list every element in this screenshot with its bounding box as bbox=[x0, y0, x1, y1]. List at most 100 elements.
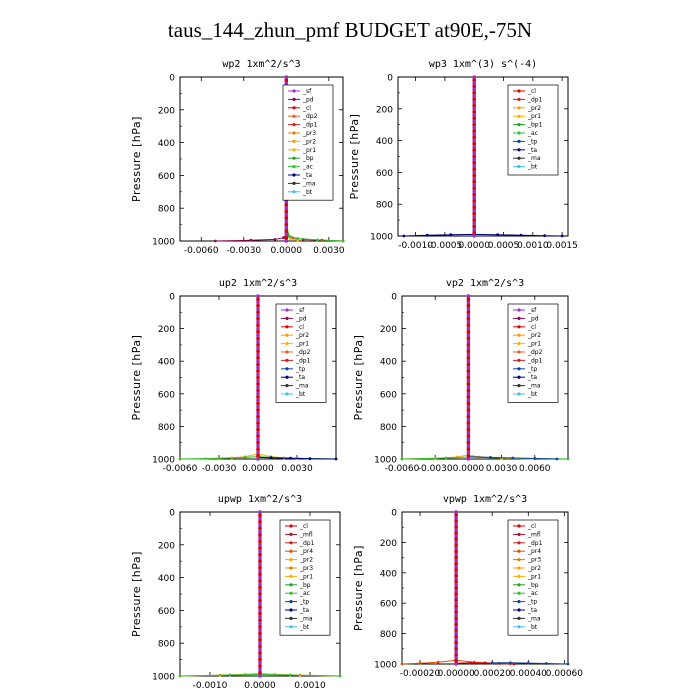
profile-marker bbox=[466, 362, 471, 367]
profile-marker bbox=[256, 330, 260, 334]
y-tick-label: 200 bbox=[158, 541, 175, 551]
profile-marker bbox=[454, 531, 458, 536]
legend-label: _mfl bbox=[299, 531, 313, 538]
x-tick-label: -0.0060 bbox=[184, 246, 219, 256]
y-tick-label: 200 bbox=[380, 325, 397, 335]
series-line-ta bbox=[403, 233, 563, 237]
profile-marker bbox=[258, 621, 262, 626]
y-tick-label: 600 bbox=[158, 172, 175, 182]
data-point-ac bbox=[444, 456, 448, 460]
profile-marker bbox=[454, 525, 458, 529]
profile-marker bbox=[256, 362, 260, 367]
profile-marker bbox=[256, 356, 260, 360]
profile-marker bbox=[472, 145, 477, 149]
profile-marker bbox=[472, 202, 477, 206]
profile-marker bbox=[256, 388, 260, 393]
profile-marker bbox=[258, 526, 262, 531]
data-point-cl bbox=[483, 661, 487, 665]
profile-marker bbox=[454, 662, 458, 666]
data-point-ta bbox=[425, 233, 429, 237]
profile-marker bbox=[258, 572, 262, 577]
legend-label: _dp2 bbox=[527, 349, 543, 356]
profile-marker bbox=[258, 670, 262, 675]
profile-marker bbox=[466, 408, 471, 412]
profile-marker bbox=[258, 523, 262, 527]
legend-label: _ac bbox=[299, 590, 310, 597]
profile-marker bbox=[258, 533, 262, 537]
y-tick-label: 1000 bbox=[374, 661, 397, 671]
legend: _cl_mfl_dp1_pr4_pr2_pr3_pr1_bp_ac_tp_ta_… bbox=[279, 519, 331, 636]
data-point-pr4 bbox=[436, 660, 440, 664]
profile-marker bbox=[472, 113, 477, 117]
profile-marker bbox=[284, 239, 289, 243]
y-tick-label: 0 bbox=[391, 509, 397, 519]
profile-marker bbox=[284, 212, 289, 217]
profile-marker bbox=[284, 232, 289, 237]
profile-marker bbox=[466, 375, 471, 380]
profile-marker bbox=[472, 205, 477, 210]
profile-marker bbox=[472, 84, 477, 89]
data-point-ac bbox=[400, 457, 404, 461]
profile-marker bbox=[256, 434, 260, 438]
profile-marker bbox=[454, 586, 458, 590]
profile-marker bbox=[256, 450, 260, 455]
profile-marker bbox=[256, 372, 260, 377]
profile-marker bbox=[454, 650, 458, 654]
profile-marker bbox=[258, 598, 262, 603]
chart-panel-6: vpwp 1xm^2/s^3 Pressure [hPa] 0 200 400 600 80… bbox=[352, 494, 583, 679]
y-tick-label: 1000 bbox=[374, 456, 397, 466]
legend-marker bbox=[517, 583, 521, 587]
profile-marker bbox=[466, 440, 471, 445]
profile-marker bbox=[454, 552, 458, 557]
data-point-ta bbox=[543, 234, 546, 238]
profile-marker bbox=[466, 385, 471, 390]
profile-marker bbox=[284, 81, 289, 86]
data-point-ta bbox=[496, 233, 500, 237]
profile-marker bbox=[256, 418, 260, 422]
legend-marker bbox=[285, 350, 289, 354]
profile-marker bbox=[454, 616, 458, 621]
legend-marker bbox=[289, 524, 293, 528]
data-point-ac bbox=[178, 674, 182, 678]
data-point-tp bbox=[544, 662, 548, 665]
profile-marker bbox=[454, 592, 458, 596]
profile-marker bbox=[472, 211, 477, 216]
legend-marker bbox=[517, 566, 521, 570]
legend-marker bbox=[289, 608, 293, 612]
profile-marker bbox=[466, 414, 471, 419]
legend-marker bbox=[289, 591, 293, 595]
profile-marker bbox=[284, 222, 289, 227]
profile-marker bbox=[466, 457, 471, 461]
profile-marker bbox=[258, 651, 262, 655]
profile-marker bbox=[472, 192, 477, 197]
profile-marker bbox=[472, 227, 477, 232]
profile-marker bbox=[466, 395, 471, 399]
profile-marker bbox=[284, 75, 289, 79]
profile-marker bbox=[472, 208, 477, 213]
profile-marker bbox=[454, 656, 458, 660]
y-tick-label: 0 bbox=[169, 293, 175, 303]
x-tick-label: 0.0000 bbox=[458, 241, 490, 251]
profile-marker bbox=[454, 643, 458, 648]
data-point-tp bbox=[566, 662, 570, 666]
profile-marker bbox=[466, 427, 471, 432]
y-tick-label: 0 bbox=[391, 293, 397, 303]
profile-marker bbox=[454, 549, 458, 554]
legend-marker bbox=[517, 333, 521, 337]
y-tick-label: 600 bbox=[376, 169, 393, 179]
legend-label: _ma bbox=[299, 615, 313, 622]
legend-label: _ma bbox=[527, 615, 541, 622]
profile-marker bbox=[472, 161, 477, 165]
profile-marker bbox=[258, 644, 262, 649]
legend-marker bbox=[517, 541, 521, 545]
legend: _cl_dp1 _pr2_pr1 _bp1_ac_tp _ta_ma _bt bbox=[507, 84, 559, 176]
legend-marker bbox=[285, 384, 289, 388]
panel-title: up2 1xm^2/s^3 bbox=[219, 278, 297, 289]
data-point-ac bbox=[338, 674, 342, 678]
profile-marker bbox=[258, 579, 262, 583]
profile-marker bbox=[472, 110, 477, 114]
profile-marker bbox=[256, 326, 260, 331]
profile-marker bbox=[466, 424, 471, 429]
y-tick-label: 600 bbox=[380, 600, 397, 610]
data-point-ac bbox=[217, 456, 221, 460]
